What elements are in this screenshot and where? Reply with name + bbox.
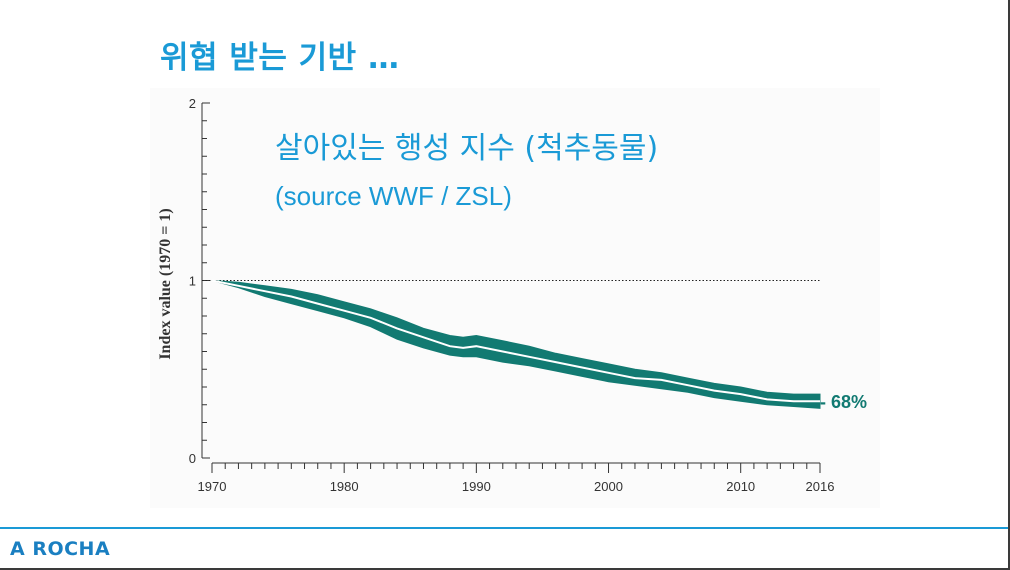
x-tick-label: 1980 (330, 479, 359, 494)
y-tick-label: 1 (189, 274, 196, 289)
y-tick-label: 2 (189, 96, 196, 111)
chart-subtitle: (source WWF / ZSL) (275, 181, 512, 211)
index-line (211, 279, 820, 403)
slide-title: 위협 받는 기반 … (160, 40, 400, 76)
window-bottom-border (0, 568, 1010, 570)
y-axis-label: Index value (1970 = 1) (157, 208, 174, 359)
series-line-layer (211, 279, 820, 403)
x-tick-label: 1970 (198, 479, 227, 494)
living-planet-index-chart: 0 1 2 1970 1980 1990 2000 2010 2016 살아있는 행성 지수 (… (157, 96, 867, 494)
x-tick-label: 2010 (726, 479, 755, 494)
end-annotation: - 68% (820, 392, 867, 412)
x-tick-label: 1990 (462, 479, 491, 494)
window-right-border (1008, 0, 1010, 570)
brand-logo: A ROCHA (10, 538, 111, 560)
chart-panel: 0 1 2 1970 1980 1990 2000 2010 2016 살아있는 행성 지수 (… (150, 88, 880, 508)
x-tick-label: 2000 (594, 479, 623, 494)
footer-divider (0, 527, 1008, 529)
y-tick-label: 0 (189, 451, 196, 466)
axes-layer: 0 1 2 1970 1980 1990 2000 2010 2016 (189, 96, 835, 494)
x-tick-label: 2016 (806, 479, 835, 494)
chart-title: 살아있는 행성 지수 (척추동물) (275, 131, 658, 166)
